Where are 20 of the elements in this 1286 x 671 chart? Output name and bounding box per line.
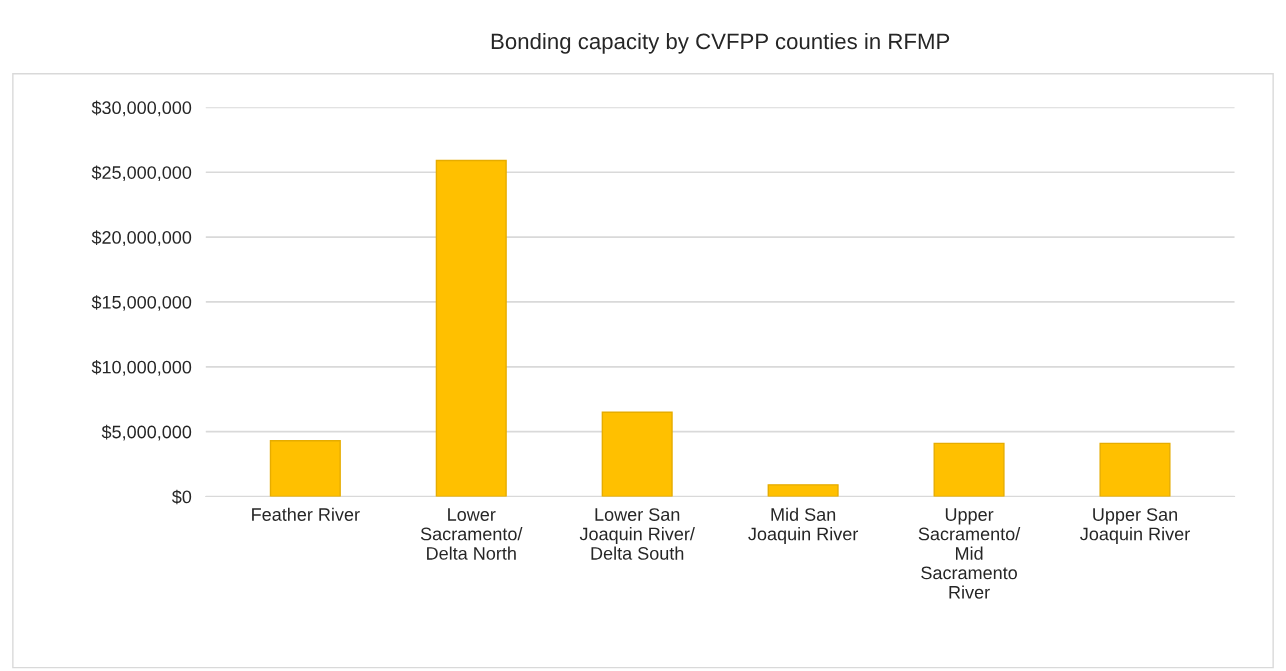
x-tick-label: Upper Sacramento/ Mid Sacramento River — [918, 508, 1021, 599]
y-tick-label: $25,000,000 — [91, 165, 192, 182]
bar — [269, 440, 341, 497]
y-tick-label: $5,000,000 — [101, 424, 192, 441]
y-tick-label: $15,000,000 — [91, 295, 192, 311]
y-tick-label: $0 — [171, 489, 192, 505]
bar — [435, 159, 507, 497]
y-tick-label: $10,000,000 — [91, 359, 192, 376]
bar — [767, 484, 839, 497]
x-tick-label: Upper San Joaquin River — [1080, 508, 1190, 544]
x-tick-label: Feather River — [252, 507, 360, 521]
y-tick-label: $20,000,000 — [91, 230, 192, 246]
y-tick-label: $30,000,000 — [91, 100, 192, 117]
x-tick-label: Lower Sacramento/ Delta North — [420, 508, 523, 560]
bar — [933, 442, 1005, 497]
x-tick-label: Mid San Joaquin River — [748, 507, 859, 544]
x-tick-label: Lower San Joaquin River/ Delta South — [579, 508, 695, 560]
chart-title: Bonding capacity by CVFPP counties in RFMP — [491, 32, 950, 54]
bar — [601, 411, 673, 497]
bar — [1099, 442, 1171, 497]
